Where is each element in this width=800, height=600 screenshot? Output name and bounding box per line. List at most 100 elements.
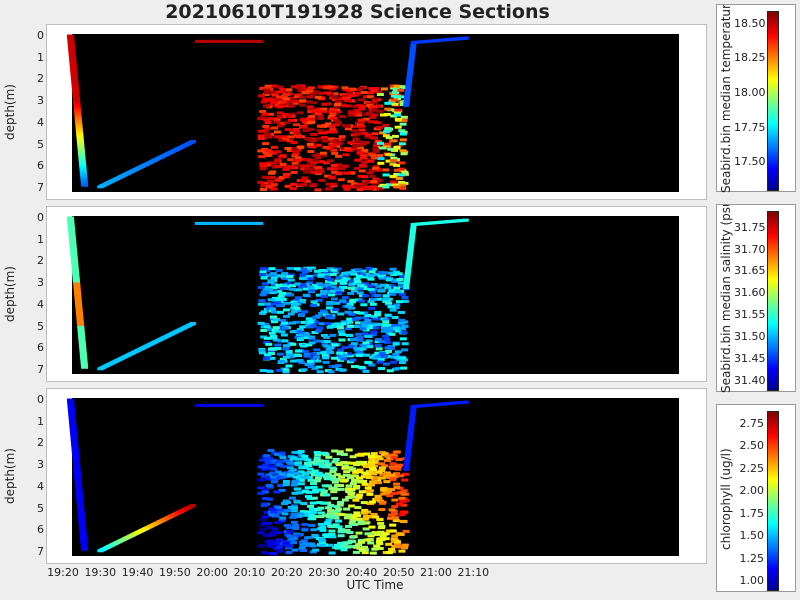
data-point	[328, 176, 336, 180]
data-point	[336, 546, 344, 550]
data-point	[317, 160, 325, 164]
data-point	[307, 110, 315, 114]
data-point	[78, 339, 86, 343]
data-point	[356, 188, 364, 192]
data-point	[67, 401, 75, 405]
data-point	[358, 299, 366, 303]
data-point	[401, 478, 409, 482]
data-point	[292, 526, 300, 530]
data-point	[336, 326, 344, 330]
data-point	[351, 479, 359, 483]
y-tick-label: 7	[37, 544, 44, 558]
data-point	[261, 489, 269, 493]
data-point	[312, 90, 320, 94]
data-point	[75, 123, 83, 127]
data-point	[379, 283, 387, 287]
data-point	[272, 514, 280, 518]
data-point	[271, 479, 279, 483]
data-point	[287, 462, 295, 466]
data-point	[357, 118, 365, 122]
data-point	[71, 263, 79, 267]
data-point	[292, 479, 300, 483]
data-point	[298, 179, 306, 183]
data-point	[354, 140, 362, 144]
data-point	[346, 320, 354, 324]
data-point	[358, 128, 366, 132]
data-point	[408, 424, 415, 428]
data-point	[278, 519, 286, 523]
data-point	[323, 465, 331, 469]
data-point	[390, 139, 398, 143]
data-point	[69, 424, 77, 428]
data-point	[80, 544, 88, 548]
data-point	[393, 111, 401, 115]
data-point	[269, 291, 277, 295]
data-point	[326, 186, 334, 190]
data-point	[72, 272, 80, 276]
data-point	[350, 289, 358, 293]
data-point	[383, 340, 391, 344]
data-point	[408, 62, 415, 66]
data-point	[362, 316, 370, 320]
data-point	[330, 116, 338, 120]
data-point	[346, 303, 354, 307]
data-point	[406, 437, 413, 441]
data-point	[343, 516, 351, 520]
data-point	[382, 323, 390, 327]
data-point	[258, 351, 266, 355]
data-point	[354, 348, 362, 352]
data-point	[362, 157, 370, 161]
data-point	[409, 51, 416, 55]
data-point	[74, 292, 82, 296]
data-point	[271, 527, 279, 531]
data-point	[307, 365, 315, 369]
data-point	[350, 337, 358, 341]
data-point	[377, 161, 385, 165]
data-point	[79, 526, 87, 530]
data-point	[329, 333, 337, 337]
data-point	[77, 149, 85, 153]
data-point	[271, 310, 279, 314]
data-point	[317, 515, 325, 519]
data-point	[370, 297, 378, 301]
data-point	[283, 121, 291, 125]
data-point	[304, 363, 312, 367]
data-point	[284, 282, 292, 286]
data-point	[323, 477, 331, 481]
data-point	[371, 460, 379, 464]
data-point	[69, 57, 77, 61]
data-point	[282, 483, 290, 487]
data-point	[397, 532, 405, 536]
data-point	[403, 279, 410, 283]
data-point	[345, 352, 353, 356]
data-point	[69, 429, 77, 433]
data-point	[297, 89, 305, 93]
data-point	[270, 183, 278, 187]
colorbar-tick-label: 1.25	[739, 551, 765, 565]
data-point	[330, 297, 338, 301]
data-point	[258, 39, 264, 43]
data-point	[366, 345, 374, 349]
data-point	[333, 301, 341, 305]
data-point	[409, 47, 416, 51]
data-point	[381, 326, 389, 330]
data-point	[314, 155, 322, 159]
data-point	[369, 480, 377, 484]
data-point	[288, 165, 296, 169]
data-point	[292, 128, 300, 132]
data-point	[319, 528, 327, 532]
data-point	[305, 317, 313, 321]
data-point	[80, 180, 88, 184]
data-point	[264, 84, 272, 88]
data-point	[298, 546, 306, 550]
data-point	[259, 115, 267, 119]
data-point	[401, 172, 409, 176]
data-point	[258, 403, 264, 407]
data-point	[293, 487, 301, 491]
data-point	[344, 127, 352, 131]
data-point	[320, 107, 328, 111]
data-point	[316, 128, 324, 132]
data-point	[369, 267, 377, 271]
data-point	[328, 109, 336, 113]
colorbar-tick-label: 2.75	[739, 416, 765, 430]
